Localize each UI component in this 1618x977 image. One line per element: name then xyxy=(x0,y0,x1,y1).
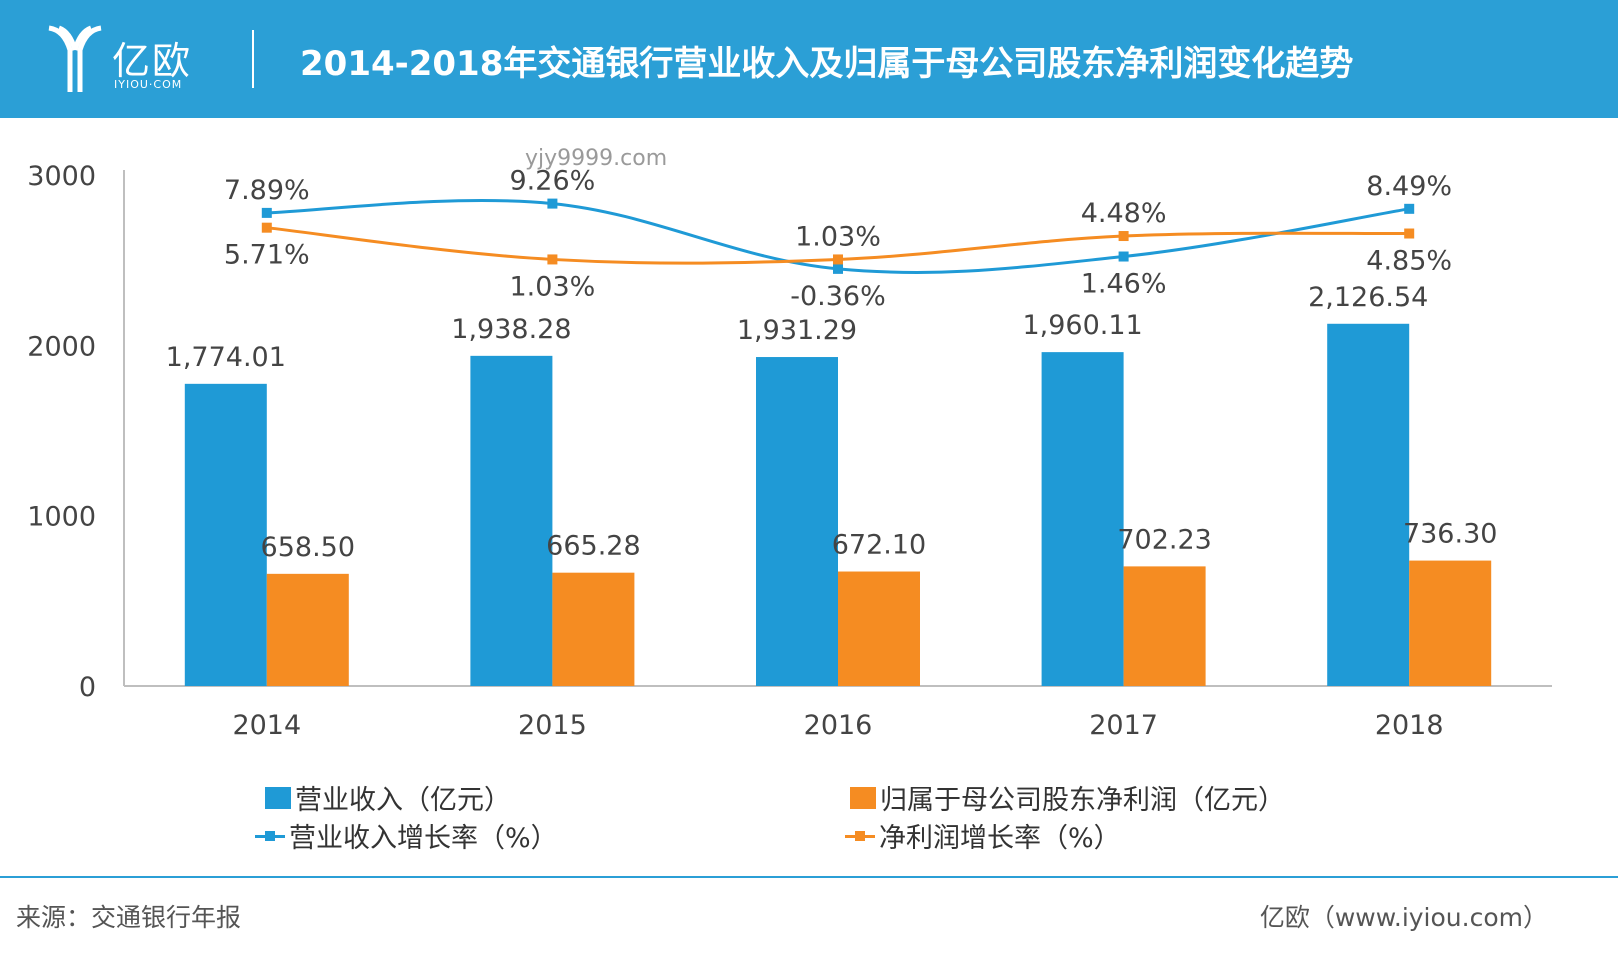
net-profit-bar xyxy=(838,571,920,686)
logo-text: 亿欧 xyxy=(112,39,193,83)
footer-divider xyxy=(0,876,1618,878)
revenue-bar-label: 2,126.54 xyxy=(1308,282,1428,313)
revenue-growth-label: 7.89% xyxy=(224,175,310,206)
net-profit-bar-label: 665.28 xyxy=(546,531,640,562)
site-credit: 亿欧（www.iyiou.com） xyxy=(1259,903,1548,932)
source-note: 来源：交通银行年报 xyxy=(16,903,242,932)
bar-layer xyxy=(184,323,1492,686)
legend-item-net-profit: 归属于母公司股东净利润（亿元） xyxy=(850,778,1285,817)
header-divider xyxy=(252,30,254,88)
y-tick-label: 0 xyxy=(79,672,96,703)
net-profit-bar-label: 702.23 xyxy=(1117,524,1211,555)
logo-subtext: IYIOU·COM xyxy=(114,78,183,91)
line-layer xyxy=(261,198,1415,274)
net-profit-bar xyxy=(552,572,635,686)
legend-label-revenue: 营业收入（亿元） xyxy=(295,785,511,816)
legend-item-revenue: 营业收入（亿元） xyxy=(265,778,511,817)
revenue-bar-label: 1,931.29 xyxy=(737,315,857,346)
revenue-bar xyxy=(756,357,838,686)
x-tick-label: 2014 xyxy=(232,710,301,741)
y-tick-label: 1000 xyxy=(27,502,96,533)
revenue-growth-label: 8.49% xyxy=(1366,171,1452,202)
legend-item-profit-growth: 净利润增长率（%） xyxy=(845,816,1121,855)
revenue-bar-label: 1,938.28 xyxy=(451,314,571,345)
profit-growth-marker xyxy=(833,254,843,265)
profit-growth-label: 5.71% xyxy=(224,240,310,271)
revenue-bar-label: 1,774.01 xyxy=(166,342,286,373)
net-profit-bar-label: 736.30 xyxy=(1403,519,1497,550)
label-layer: 1,774.01 1,938.28 1,931.29 1,960.11 2,126.54… xyxy=(166,166,1498,563)
revenue-bar xyxy=(470,355,553,686)
profit-growth-label: 1.03% xyxy=(795,221,881,252)
revenue-growth-label: 9.26% xyxy=(510,166,596,197)
header-bar: 亿欧 IYIOU·COM 2014-2018年交通银行营业收入及归属于母公司股东… xyxy=(0,0,1618,118)
revenue-growth-label: 1.46% xyxy=(1081,269,1167,300)
revenue-bar xyxy=(1041,352,1124,686)
revenue-bar xyxy=(184,383,267,686)
legend-item-revenue-growth: 营业收入增长率（%） xyxy=(255,816,558,855)
y-tick-label: 2000 xyxy=(27,331,96,362)
net-profit-bar xyxy=(1123,566,1206,686)
revenue-bar xyxy=(1327,323,1410,686)
yiou-logo-icon xyxy=(48,25,102,92)
x-tick-label: 2016 xyxy=(804,710,873,741)
legend-line-revenue-growth xyxy=(255,825,285,847)
profit-growth-marker xyxy=(1404,228,1415,239)
net-profit-bar xyxy=(266,573,349,686)
legend-label-revenue-growth: 营业收入增长率（%） xyxy=(289,823,558,854)
legend-label-profit-growth: 净利润增长率（%） xyxy=(879,823,1121,854)
combo-chart: 0 1000 2000 3000 2014 2015 2016 2017 2018 1,774.… xyxy=(27,146,1552,741)
x-tick-label: 2017 xyxy=(1089,710,1158,741)
profit-growth-marker xyxy=(261,222,272,233)
revenue-growth-label: -0.36% xyxy=(790,281,886,312)
net-profit-bar xyxy=(1409,560,1492,686)
net-profit-bar-label: 672.10 xyxy=(832,530,926,561)
profit-growth-marker xyxy=(1118,231,1129,242)
legend-label-net-profit: 归属于母公司股东净利润（亿元） xyxy=(880,785,1285,816)
revenue-growth-marker xyxy=(261,207,272,218)
revenue-bar-label: 1,960.11 xyxy=(1022,310,1142,341)
legend-swatch-revenue xyxy=(265,786,291,809)
page-title: 2014-2018年交通银行营业收入及归属于母公司股东净利润变化趋势 xyxy=(300,44,1354,84)
net-profit-bar-label: 658.50 xyxy=(261,532,355,563)
chart-legend: 营业收入（亿元） 归属于母公司股东净利润（亿元） 营业收入增长率（%） 净利润增… xyxy=(255,778,1565,868)
legend-line-profit-growth xyxy=(845,825,875,847)
revenue-growth-marker xyxy=(1118,251,1129,262)
x-tick-label: 2015 xyxy=(518,710,587,741)
revenue-growth-marker xyxy=(1404,203,1415,214)
y-tick-label: 3000 xyxy=(27,161,96,192)
legend-swatch-net-profit xyxy=(850,786,876,809)
x-tick-label: 2018 xyxy=(1375,710,1444,741)
profit-growth-label: 4.85% xyxy=(1366,246,1452,277)
revenue-growth-marker xyxy=(547,198,558,209)
watermark-text: yjy9999.com xyxy=(525,146,667,171)
profit-growth-label: 4.48% xyxy=(1081,198,1167,229)
revenue-growth-marker xyxy=(833,263,843,274)
profit-growth-marker xyxy=(547,254,558,265)
profit-growth-label: 1.03% xyxy=(510,271,596,302)
